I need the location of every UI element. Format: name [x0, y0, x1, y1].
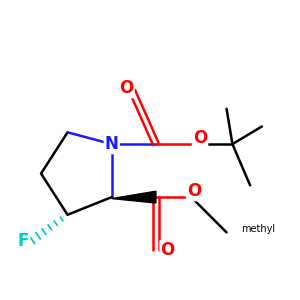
Text: O: O [193, 129, 207, 147]
Text: O: O [119, 79, 134, 97]
Text: N: N [105, 135, 119, 153]
Polygon shape [112, 191, 156, 203]
Text: F: F [18, 232, 29, 250]
Text: O: O [160, 241, 175, 259]
Text: methyl: methyl [241, 224, 275, 235]
Text: O: O [187, 182, 201, 200]
